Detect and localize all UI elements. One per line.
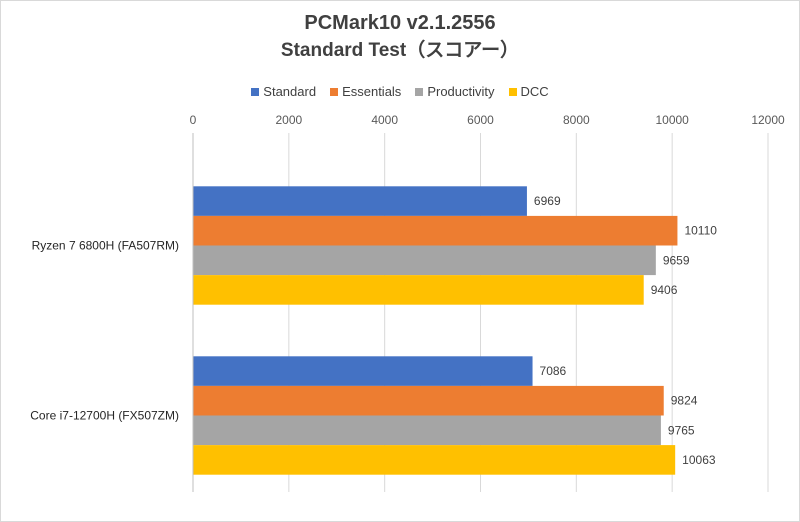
data-label: 9765 <box>668 423 695 437</box>
category-label: Ryzen 7 6800H (FA507RM) <box>32 239 179 253</box>
x-tick-label: 12000 <box>751 113 785 127</box>
chart-legend: Standard Essentials Productivity DCC <box>0 84 800 99</box>
x-tick-label: 10000 <box>655 113 689 127</box>
data-label: 9659 <box>663 253 690 267</box>
chart-title: PCMark10 v2.1.2556 <box>304 12 496 34</box>
bar <box>193 356 533 386</box>
legend-label: Productivity <box>427 84 495 99</box>
legend-swatch <box>415 87 424 96</box>
legend-item: Essentials <box>330 84 401 99</box>
data-label: 9406 <box>651 283 678 297</box>
bar <box>193 215 678 246</box>
chart-subtitle: Standard Test（スコアー） <box>280 40 520 61</box>
legend-label: Standard <box>263 84 317 99</box>
legend-label: DCC <box>520 84 549 99</box>
data-label: 9824 <box>671 394 698 408</box>
bar <box>193 415 661 446</box>
legend-swatch <box>508 87 517 96</box>
data-label: 10110 <box>684 224 717 238</box>
legend-swatch <box>330 87 339 96</box>
legend-swatch <box>251 87 260 96</box>
data-label: 6969 <box>534 194 561 208</box>
legend-item: DCC <box>508 84 549 99</box>
bar <box>193 275 644 305</box>
x-tick-label: 2000 <box>275 113 302 127</box>
legend-item: Standard <box>251 84 316 99</box>
bar <box>193 445 676 475</box>
category-label: Core i7-12700H (FX507ZM) <box>30 409 179 423</box>
data-label: 7086 <box>540 364 567 378</box>
x-tick-label: 0 <box>190 113 197 127</box>
x-tick-label: 4000 <box>371 113 398 127</box>
bar <box>193 186 527 216</box>
legend-item: Productivity <box>415 84 495 99</box>
bar <box>193 385 664 416</box>
x-tick-label: 6000 <box>467 113 494 127</box>
bar <box>193 245 656 276</box>
legend-label: Essentials <box>342 84 402 99</box>
x-tick-label: 8000 <box>563 113 590 127</box>
data-label: 10063 <box>682 453 716 467</box>
